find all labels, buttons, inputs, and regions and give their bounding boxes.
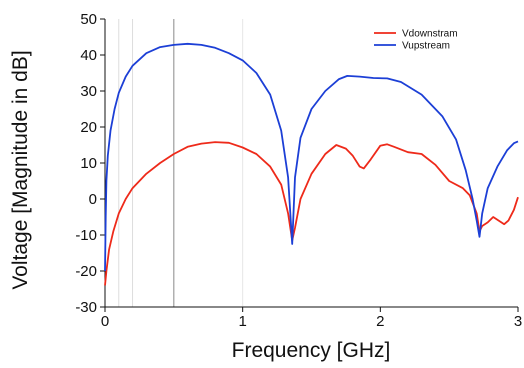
y-tick-label: 30 <box>80 83 97 100</box>
legend-label: Vdownstram <box>402 29 458 40</box>
y-tick-label: 10 <box>80 155 97 172</box>
y-tick-label: 20 <box>80 119 97 136</box>
y-tick-label: 40 <box>80 47 97 64</box>
series-line-vupstream <box>104 42 519 272</box>
x-tick-label: 2 <box>376 313 384 330</box>
y-axis-title: Voltage [Magnitude in dB] <box>9 50 32 289</box>
y-tick-label: -30 <box>75 299 97 316</box>
axes <box>100 18 519 312</box>
series-lines <box>104 42 519 286</box>
y-tick-label: -20 <box>75 263 97 280</box>
x-tick-label: 0 <box>101 313 109 330</box>
y-tick-label: -10 <box>75 227 97 244</box>
y-tick-label: 50 <box>80 11 97 28</box>
x-axis-title: Frequency [GHz] <box>232 339 391 362</box>
x-tick-label: 1 <box>238 313 246 330</box>
y-tick-label: 0 <box>89 191 97 208</box>
x-tick-label: 3 <box>514 313 522 330</box>
series-line-vdownstram <box>104 141 519 286</box>
legend-label: Vupstream <box>402 41 450 52</box>
tick-labels: -30 -20 -10 0 10 20 30 40 50 0 1 2 3 <box>75 11 522 330</box>
